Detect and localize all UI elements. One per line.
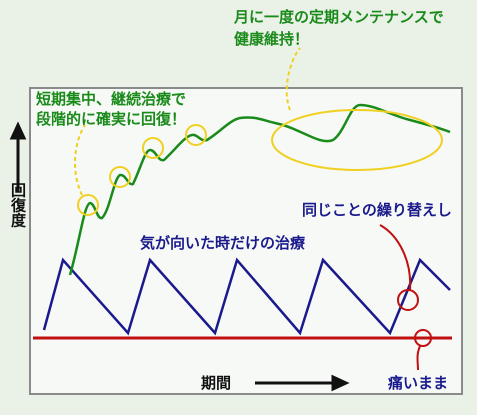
annotation: 気が向いた時だけの治療 — [140, 234, 306, 252]
annotation: 痛いまま — [387, 374, 448, 392]
arrows — [9, 121, 350, 392]
annotation: 月に一度の定期メンテナンスで — [233, 8, 444, 26]
highlights — [74, 47, 443, 216]
annotation: 健康維持！ — [234, 30, 309, 48]
annotation: 同じことの繰り替えし — [302, 201, 452, 219]
red-marks — [379, 224, 432, 371]
x-label: 期間 — [201, 374, 231, 392]
annotation: 短期集中、継続治療で — [36, 90, 186, 108]
y-label: 回復度 — [9, 183, 27, 229]
maintenance-curve — [68, 103, 451, 276]
annotation: 段階的に確実に回復！ — [36, 110, 186, 128]
occasional-curve — [42, 257, 451, 336]
plot-frame — [29, 87, 463, 395]
